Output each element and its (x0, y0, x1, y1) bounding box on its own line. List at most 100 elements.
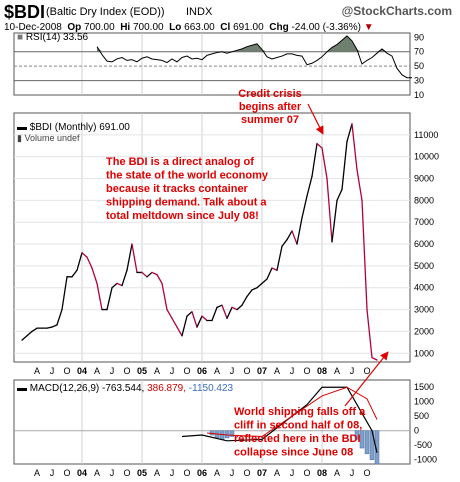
price-line-segment (181, 315, 188, 337)
price-line-segment (126, 243, 133, 271)
price-line-segment (306, 175, 313, 197)
price-line-segment (156, 273, 163, 285)
macd-tick-label: 1500 (414, 382, 434, 392)
price-line-segment (96, 282, 103, 311)
rsi-tick-label: 70 (414, 47, 424, 57)
annotation-credit-crisis: begins after (239, 101, 302, 113)
annotation-bdi-analog: The BDI is a direct analog of (106, 156, 254, 168)
price-tick-label: 7000 (414, 217, 434, 227)
low-label: Lo (169, 22, 182, 33)
price-line-segment (266, 267, 273, 280)
close-value: 691.00 (233, 22, 264, 33)
macd-x-tick-label: O (183, 468, 190, 478)
price-x-tick-label: A (334, 366, 340, 376)
price-line-segment (246, 289, 253, 298)
price-line-segment (171, 317, 178, 328)
macd-x-tick-label: A (214, 468, 220, 478)
price-line-segment (81, 252, 88, 258)
macd-x-tick-label: O (363, 468, 370, 478)
annotation-credit-crisis: summer 07 (241, 114, 299, 126)
volume-legend-icon: ▮ (17, 133, 24, 143)
macd-line (181, 386, 378, 453)
macd-x-tick-label: J (110, 468, 115, 478)
price-line-segment (21, 335, 28, 341)
rsi-tick-label: 10 (414, 90, 424, 100)
price-x-tick-label: A (274, 366, 280, 376)
annotation-world-shipping: collapse since June 08 (234, 447, 353, 459)
price-x-tick-label: J (350, 366, 355, 376)
rsi-tick-label: 90 (414, 32, 424, 42)
price-tick-label: 2000 (414, 326, 434, 336)
macd-panel: -1000 -500 0 500 1000 1500 (14, 380, 437, 465)
price-x-tick-label: A (214, 366, 220, 376)
macd-histogram-bar (354, 430, 360, 440)
macd-x-tick-label: A (94, 468, 100, 478)
price-line-segment (351, 123, 358, 171)
panel-frames (13, 32, 411, 465)
price-line-segment (261, 278, 268, 285)
annotation-credit-crisis: Credit crisis (238, 88, 302, 100)
high-value: 700.00 (132, 22, 164, 33)
price-x-tick-label: A (94, 366, 100, 376)
macd-x-tick-label: O (303, 468, 310, 478)
price-x-tick-label: O (303, 366, 310, 376)
rsi-overbought-fill (97, 35, 387, 52)
price-line-segment (76, 252, 83, 271)
price-legend-icon: ▬ (17, 122, 30, 133)
price-line-segment (91, 267, 98, 285)
rsi-line (96, 35, 412, 79)
price-x-tick-label: 07 (257, 366, 267, 376)
price-x-tick-label: O (243, 366, 250, 376)
open-label: Op (67, 22, 82, 33)
price-line-segment (161, 282, 168, 311)
annotation-bdi-analog: the state of the world economy (106, 170, 269, 182)
price-line-segment (281, 239, 288, 247)
macd-tick-label: 0 (414, 426, 419, 436)
macd-legend-icon: ▬ (17, 383, 30, 394)
price-line-segment (106, 287, 113, 311)
price-line-segment (256, 282, 263, 289)
macd-histogram-bar (374, 430, 380, 465)
price-tick-label: 9000 (414, 174, 434, 184)
price-tick-label: 3000 (414, 305, 434, 315)
macd-x-tick-label: J (290, 468, 295, 478)
price-line-segment (211, 306, 218, 322)
copyright-label: @StockCharts.com (341, 4, 452, 18)
macd-legend-signal: 386.879, (147, 383, 186, 394)
macd-x-tick-label: J (170, 468, 175, 478)
price-line-segment (361, 199, 368, 311)
price-line-segment (176, 326, 183, 337)
price-line-segment (31, 327, 38, 333)
rsi-legend: ■ RSI(14) 33.56 (17, 32, 89, 43)
price-line-segment (371, 356, 378, 361)
macd-x-tick-label: O (63, 468, 70, 478)
macd-legend-macd: -763.544, (102, 383, 144, 394)
credit-crisis-arrow (307, 103, 324, 135)
macd-x-tick-label: 07 (257, 468, 267, 478)
change-value: -24.00 (-3.36%) (291, 22, 361, 33)
price-line-segment (291, 230, 298, 245)
macd-panel-frame (13, 379, 411, 465)
price-line-segment (271, 267, 278, 271)
macd-x-tick-label: O (123, 468, 130, 478)
price-line-segment (121, 269, 128, 287)
price-legend-text: $BDI (Monthly) 691.00 (30, 122, 130, 133)
price-line-segment (226, 306, 233, 319)
price-line-segment (231, 306, 238, 311)
low-value: 663.00 (184, 22, 215, 33)
macd-legend: ▬ MACD(12,26,9) -763.544, 386.879, -1150… (17, 383, 234, 394)
macd-x-tick-label: J (50, 468, 55, 478)
macd-x-tick-label: 08 (317, 468, 327, 478)
rsi-legend-text: RSI(14) 33.56 (26, 32, 89, 43)
price-tick-label: 10000 (414, 152, 439, 162)
world-shipping-arrow (344, 351, 389, 407)
price-x-tick-label: 04 (77, 366, 87, 376)
price-line-segment (341, 140, 348, 191)
price-tick-label: 5000 (414, 261, 434, 271)
rsi-legend-icon: ■ (17, 32, 26, 43)
macd-histogram-bar (359, 430, 365, 449)
macd-x-tick-label: O (243, 468, 250, 478)
volume-legend-text: Volume undef (24, 133, 80, 143)
